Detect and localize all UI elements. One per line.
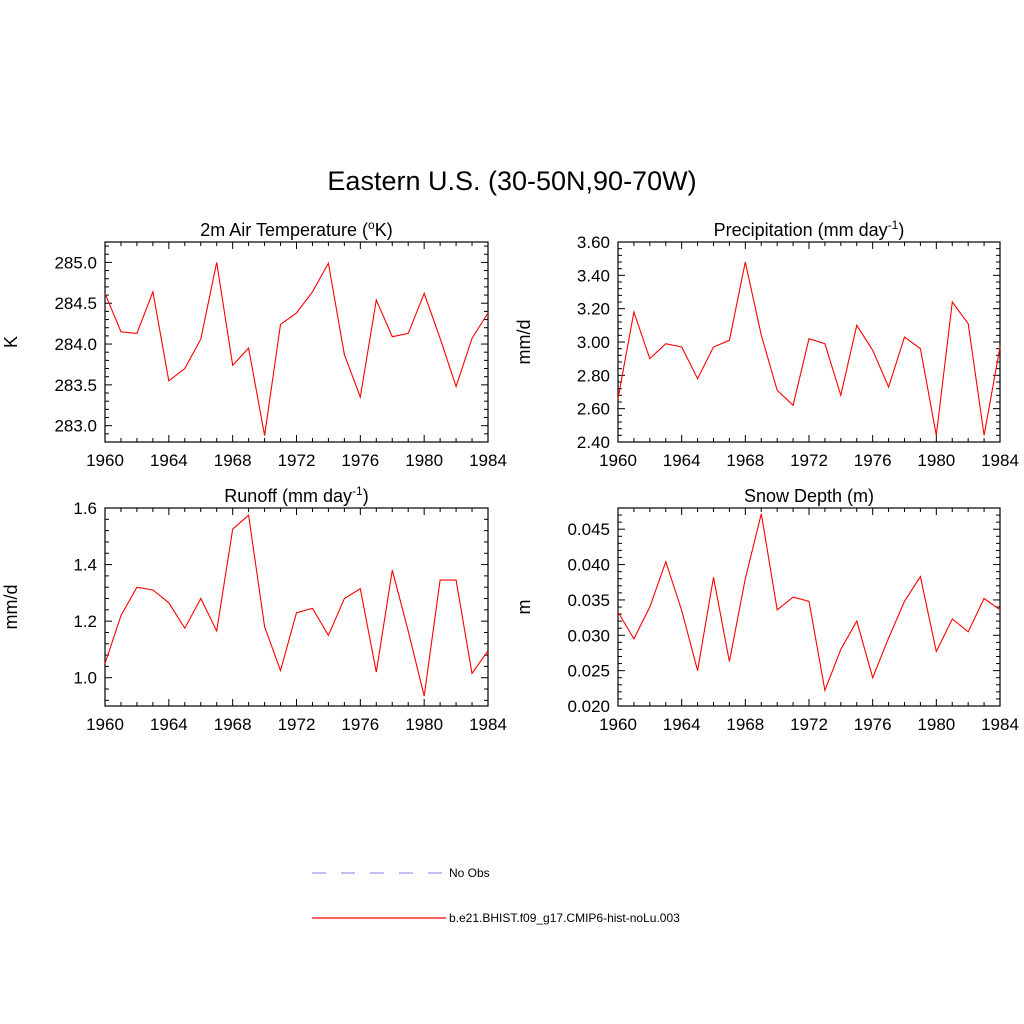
series-line	[104, 514, 489, 697]
y-tick-label: 284.5	[54, 294, 97, 313]
x-tick-label: 1976	[854, 451, 892, 470]
x-tick-label: 1960	[86, 715, 124, 734]
y-tick-label: 1.2	[73, 612, 97, 631]
x-tick-label: 1980	[405, 715, 443, 734]
y-tick-label: 0.020	[567, 697, 610, 716]
x-tick-label: 1964	[150, 451, 188, 470]
plot-frame	[617, 241, 1001, 443]
y-tick-label: 3.20	[577, 300, 610, 319]
panel-precipitation: 1960 1964 1968 1972 1976 1980 1984 2.40 2.60 2.80…	[514, 218, 1019, 470]
y-tick-label: 0.040	[567, 556, 610, 575]
x-tick-label: 1968	[214, 715, 252, 734]
figure-title: Eastern U.S. (30-50N,90-70W)	[327, 166, 697, 196]
y-tick-label: 285.0	[54, 253, 97, 272]
plot-frame	[104, 241, 489, 443]
series-line	[104, 261, 489, 436]
x-tick-label: 1964	[663, 451, 701, 470]
panel-air-temperature: 1960 1964 1968 1972 1976 1980 1984 283.0 283.5 28…	[1, 218, 507, 470]
panel-title: 2m Air Temperature (oK)	[200, 218, 392, 240]
y-tick-label: 3.00	[577, 333, 610, 352]
y-tick-label: 284.0	[54, 335, 97, 354]
y-tick-label: 283.5	[54, 376, 97, 395]
y-tick-label: 3.40	[577, 266, 610, 285]
panel-title: Precipitation (mm day-1)	[714, 218, 905, 240]
x-tick-label: 1964	[663, 715, 701, 734]
x-tick-label: 1984	[469, 715, 507, 734]
plot-frame	[617, 507, 1001, 707]
panel-title: Runoff (mm day-1)	[224, 484, 368, 506]
panel-runoff: 1960 1964 1968 1972 1976 1980 1984 1.0 1.2 1.4 1.6…	[1, 484, 507, 734]
x-tick-label: 1972	[278, 451, 316, 470]
x-tick-label: 1972	[278, 715, 316, 734]
legend-label: No Obs	[449, 866, 490, 880]
y-axis-label: mm/d	[514, 320, 534, 365]
y-axis-label: m	[514, 600, 534, 615]
y-tick-label: 2.60	[577, 400, 610, 419]
panel-snow-depth: 1960 1964 1968 1972 1976 1980 1984 0.020 0.025 0.…	[514, 486, 1019, 734]
y-tick-label: 2.40	[577, 433, 610, 452]
y-axis-label: K	[1, 336, 21, 348]
y-tick-label: 1.0	[73, 669, 97, 688]
x-tick-label: 1984	[981, 715, 1019, 734]
x-tick-label: 1960	[86, 451, 124, 470]
x-tick-label: 1984	[469, 451, 507, 470]
x-tick-label: 1984	[981, 451, 1019, 470]
x-tick-label: 1968	[214, 451, 252, 470]
x-tick-label: 1972	[790, 715, 828, 734]
y-tick-label: 2.80	[577, 366, 610, 385]
x-tick-label: 1968	[726, 715, 764, 734]
y-tick-label: 3.60	[577, 233, 610, 252]
legend-label: b.e21.BHIST.f09_g17.CMIP6-hist-noLu.003	[449, 911, 680, 925]
x-tick-label: 1976	[854, 715, 892, 734]
x-tick-label: 1980	[917, 715, 955, 734]
legend: No Obs b.e21.BHIST.f09_g17.CMIP6-hist-noL…	[312, 866, 680, 925]
x-tick-label: 1968	[726, 451, 764, 470]
series-line	[617, 513, 1001, 693]
plot-frame	[104, 507, 489, 707]
y-tick-label: 0.030	[567, 626, 610, 645]
panel-title: Snow Depth (m)	[744, 486, 874, 506]
y-tick-label: 0.045	[567, 520, 610, 539]
x-tick-label: 1980	[917, 451, 955, 470]
x-tick-label: 1980	[405, 451, 443, 470]
y-tick-label: 283.0	[54, 417, 97, 436]
series-line	[617, 261, 1001, 436]
x-tick-label: 1976	[341, 451, 379, 470]
x-tick-label: 1964	[150, 715, 188, 734]
y-tick-label: 0.025	[567, 662, 610, 681]
y-tick-label: 1.4	[73, 556, 97, 575]
x-tick-label: 1960	[599, 451, 637, 470]
x-tick-label: 1972	[790, 451, 828, 470]
x-tick-label: 1976	[341, 715, 379, 734]
x-tick-label: 1960	[599, 715, 637, 734]
y-tick-label: 1.6	[73, 499, 97, 518]
y-tick-label: 0.035	[567, 591, 610, 610]
y-axis-label: mm/d	[1, 585, 21, 630]
